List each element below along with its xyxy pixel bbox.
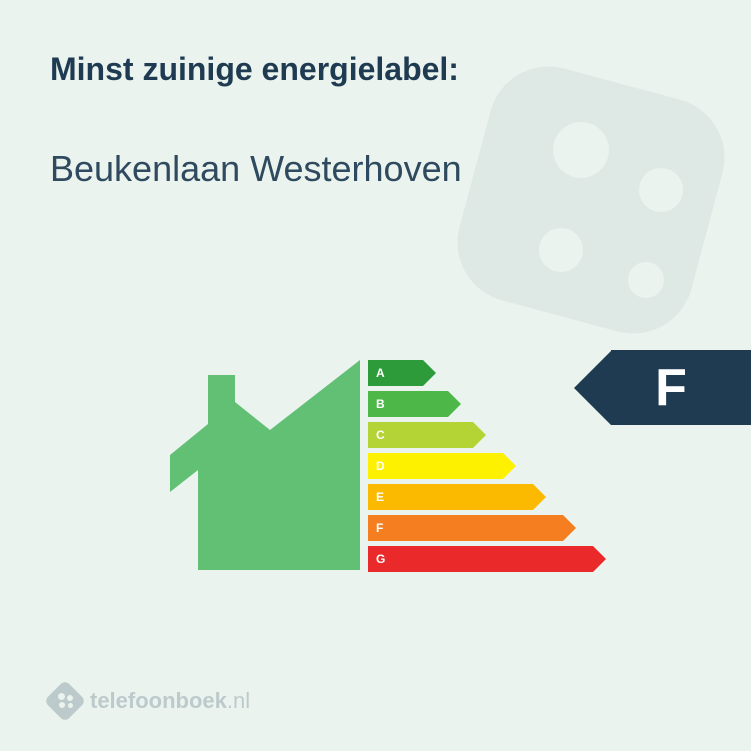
energy-bar-arrow-icon (593, 546, 606, 572)
energy-bar-arrow-icon (533, 484, 546, 510)
footer-tld: .nl (227, 688, 250, 713)
energy-bar-label: C (368, 422, 473, 448)
rating-badge-arrow-icon (574, 351, 611, 425)
energy-bar-arrow-icon (563, 515, 576, 541)
rating-badge: F (574, 350, 751, 425)
energy-bar-e: E (368, 484, 606, 510)
rating-letter: F (611, 350, 751, 425)
house-icon (170, 360, 360, 570)
footer-text: telefoonboek.nl (90, 688, 250, 714)
energy-bar-g: G (368, 546, 606, 572)
energy-bar-label: E (368, 484, 533, 510)
footer-brand-name: telefoonboek (90, 688, 227, 713)
energy-bar-arrow-icon (448, 391, 461, 417)
energy-bar-label: F (368, 515, 563, 541)
energy-bar-arrow-icon (473, 422, 486, 448)
energy-bar-arrow-icon (503, 453, 516, 479)
energy-bar-d: D (368, 453, 606, 479)
energy-bar-label: A (368, 360, 423, 386)
energy-label-card: Minst zuinige energielabel: Beukenlaan W… (0, 0, 751, 751)
energy-bars-container: ABCDEFG (368, 360, 606, 577)
energy-bar-arrow-icon (423, 360, 436, 386)
location-subtitle: Beukenlaan Westerhoven (50, 148, 701, 190)
energy-bar-f: F (368, 515, 606, 541)
page-title: Minst zuinige energielabel: (50, 50, 701, 88)
footer-logo-icon (44, 680, 86, 722)
energy-bar-c: C (368, 422, 606, 448)
footer-brand: telefoonboek.nl (50, 686, 250, 716)
energy-bar-label: B (368, 391, 448, 417)
energy-bar-a: A (368, 360, 606, 386)
energy-bar-label: G (368, 546, 593, 572)
energy-bar-label: D (368, 453, 503, 479)
energy-bar-b: B (368, 391, 606, 417)
